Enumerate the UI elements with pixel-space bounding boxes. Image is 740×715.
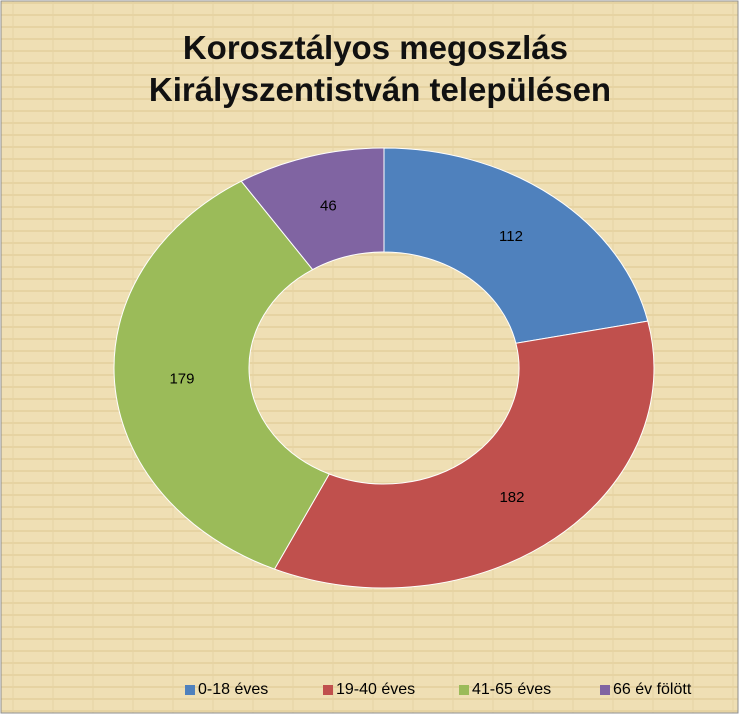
legend-swatch	[185, 685, 195, 695]
title-line: Királyszentistván településen	[149, 71, 611, 108]
legend-label: 19-40 éves	[336, 681, 415, 698]
legend-swatch	[323, 685, 333, 695]
donut-segment	[273, 320, 655, 589]
legend-label: 41-65 éves	[472, 681, 551, 698]
data-label: 182	[499, 489, 524, 506]
donut-segment	[383, 147, 649, 344]
legend-label: 66 év fölött	[613, 681, 692, 698]
chart-title: Korosztályos megoszlás Királyszentistván…	[149, 29, 611, 108]
data-label: 112	[499, 228, 523, 245]
donut-segment	[240, 147, 385, 271]
data-label: 179	[169, 371, 194, 388]
data-label: 46	[320, 197, 337, 214]
legend-label: 0-18 éves	[198, 681, 268, 698]
donut-segment	[113, 180, 330, 570]
title-line: Korosztályos megoszlás	[183, 29, 568, 66]
legend-swatch	[600, 685, 610, 695]
legend-swatch	[459, 685, 469, 695]
